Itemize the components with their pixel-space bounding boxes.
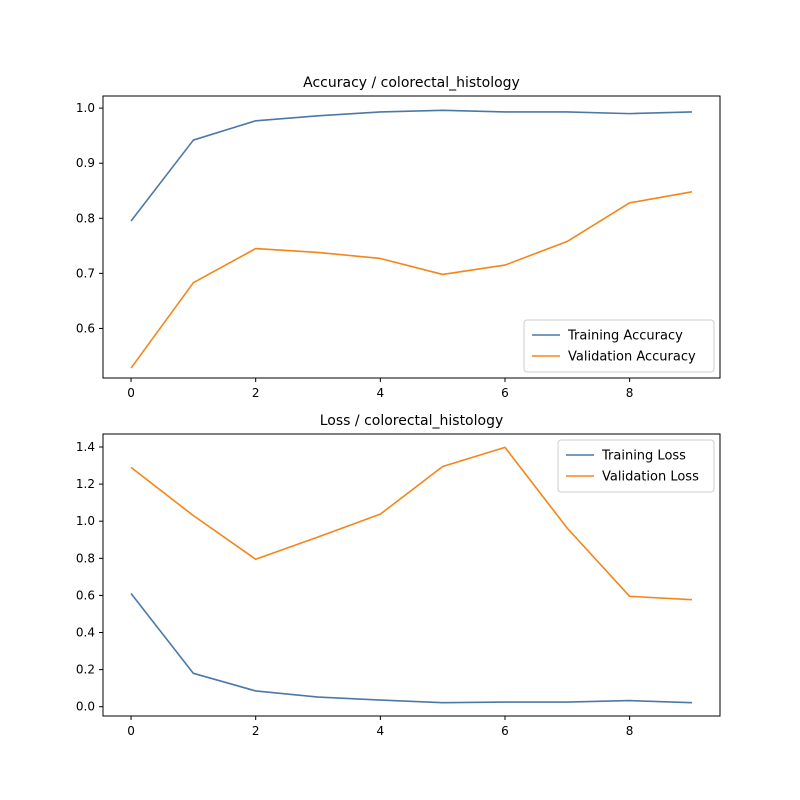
plot-frame [102, 433, 721, 717]
x-tick-label: 4 [377, 724, 385, 738]
x-tick-label: 4 [377, 386, 385, 400]
plot-frame [102, 95, 721, 379]
legend-box [557, 439, 715, 493]
x-tick-label: 0 [127, 724, 135, 738]
series-line-training [130, 109, 692, 222]
legend-label: Validation Loss [602, 470, 699, 485]
legend-label: Training Accuracy [567, 329, 683, 344]
loss-chart: Loss / colorectal_histology 0 2 4 6 8 0.0 0.2 0… [76, 413, 721, 738]
y-tick-label: 1.4 [76, 440, 95, 454]
x-tick-label: 0 [127, 386, 135, 400]
x-tick-label: 8 [626, 386, 634, 400]
x-tick-label: 6 [501, 386, 509, 400]
legend-box [523, 319, 715, 373]
legend: Training Loss Validation Loss [557, 439, 715, 493]
y-tick-label: 1.0 [76, 514, 95, 528]
legend: Training Accuracy Validation Accuracy [523, 319, 715, 373]
legend-label: Validation Accuracy [568, 350, 696, 365]
legend-label: Training Loss [601, 449, 686, 464]
chart-title: Accuracy / colorectal_histology [303, 75, 520, 91]
y-tick-label: 0.7 [76, 266, 95, 280]
chart-title: Loss / colorectal_histology [320, 413, 504, 429]
y-tick-label: 0.4 [76, 626, 95, 640]
x-tick-label: 6 [501, 724, 509, 738]
y-tick-label: 0.2 [76, 663, 95, 677]
accuracy-chart: Accuracy / colorectal_histology 0 2 4 6 8 0.6… [76, 75, 721, 400]
series-line-training [130, 593, 692, 704]
y-tick-label: 0.6 [76, 321, 95, 335]
x-tick-label: 2 [252, 724, 260, 738]
series-line-validation [130, 446, 692, 601]
y-tick-label: 0.0 [76, 700, 95, 714]
y-tick-label: 0.8 [76, 211, 95, 225]
x-tick-label: 2 [252, 386, 260, 400]
x-tick-label: 8 [626, 724, 634, 738]
y-tick-label: 0.6 [76, 588, 95, 602]
y-tick-label: 1.2 [76, 477, 95, 491]
y-tick-label: 0.9 [76, 156, 95, 170]
y-tick-label: 0.8 [76, 551, 95, 565]
y-tick-label: 1.0 [76, 101, 95, 115]
series-line-validation [130, 191, 693, 369]
